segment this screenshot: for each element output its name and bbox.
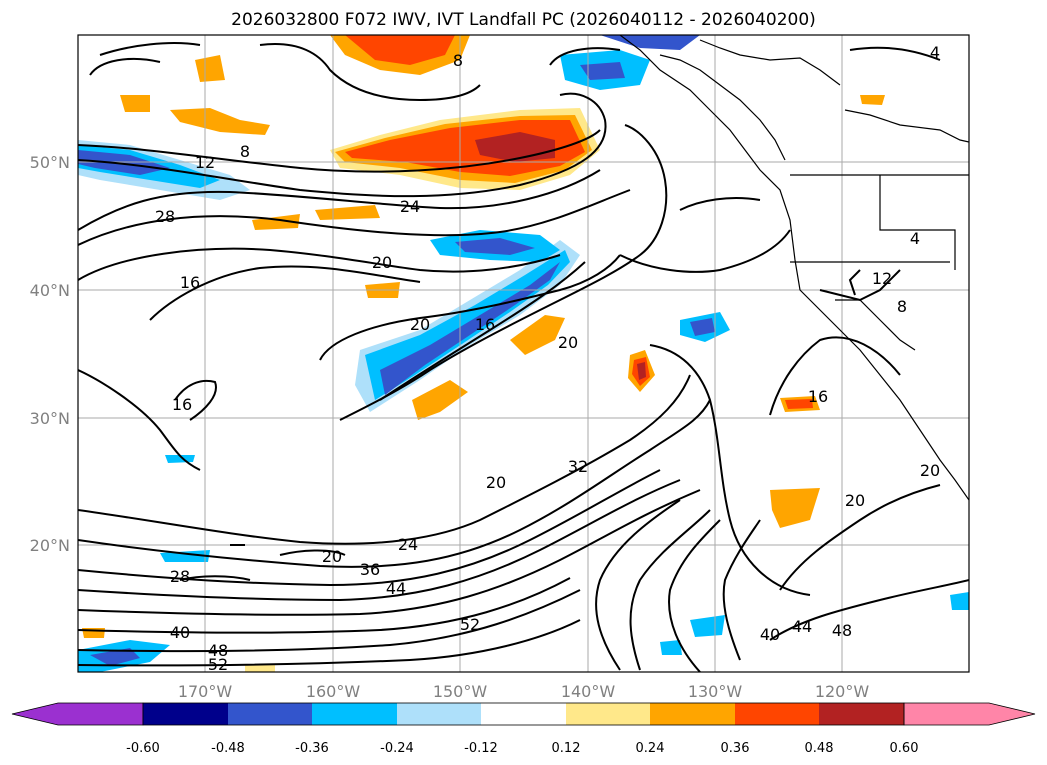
latitude-labels: 50°N 40°N 30°N 20°N [30,153,70,555]
colorbar-tick-label: -0.36 [295,741,329,756]
contour-label: 36 [360,560,380,579]
colorbar-tick-label: 0.12 [552,741,581,756]
contour-label: 4 [930,43,940,62]
lon-label: 140°W [561,682,616,701]
colorbar-segment [397,703,481,725]
contour-label: 48 [208,641,228,660]
contour-label: 20 [845,491,865,510]
lon-label: 170°W [178,682,233,701]
contour-label: 48 [832,621,852,640]
colorbar-tick-label: 0.36 [721,741,750,756]
contour-labels: 8 12 24 28 20 16 20 16 20 16 32 20 24 20… [155,43,940,674]
colorbar-tick-label: -0.48 [211,741,245,756]
colorbar-extend-low [11,702,144,726]
contour-label: 28 [155,207,175,226]
lat-label: 20°N [30,536,70,555]
contour-label: 16 [808,387,828,406]
contour-label: 52 [208,655,228,674]
lon-label: 160°W [306,682,361,701]
colorbar-tick-label: -0.24 [380,741,414,756]
contour-label: 8 [240,142,250,161]
graticule [78,35,969,672]
contour-label: 8 [453,51,463,70]
lat-label: 30°N [30,409,70,428]
contour-label: 44 [792,617,812,636]
contour-label: 44 [386,579,406,598]
contour-label: 16 [172,395,192,414]
contour-label: 4 [910,229,920,248]
lat-label: 50°N [30,153,70,172]
lon-label: 120°W [815,682,870,701]
contour-label: 12 [872,269,892,288]
colorbar-tick-label: -0.12 [464,741,498,756]
contour-label: 24 [398,535,418,554]
colorbar-segment [312,703,397,725]
contour-label: 20 [322,547,342,566]
colorbar: -0.60 -0.48 -0.36 -0.24 -0.12 0.12 0.24 … [11,702,1036,756]
anomaly-shading [78,35,969,672]
colorbar-tick-label: -0.60 [126,741,160,756]
contour-label: 40 [170,623,190,642]
contour-label: 16 [180,273,200,292]
colorbar-segment [819,703,904,725]
colorbar-segment [735,703,819,725]
contour-label: 8 [897,297,907,316]
plot-frame [77,34,970,673]
colorbar-tick-label: 0.24 [636,741,665,756]
lon-label: 150°W [433,682,488,701]
contour-label: 20 [920,461,940,480]
contour-label: 52 [460,615,480,634]
contour-label: 20 [486,473,506,492]
colorbar-segment [650,703,735,725]
contour-label: 12 [195,153,215,172]
contour-label: 32 [568,457,588,476]
contour-label: 16 [475,315,495,334]
colorbar-segment [228,703,312,725]
map-title: 2026032800 F072 IWV, IVT Landfall PC (20… [231,10,816,30]
lon-label: 130°W [688,682,743,701]
colorbar-segment [566,703,650,725]
contour-label: 24 [400,197,420,216]
contour-label: 20 [558,333,578,352]
contour-label: 20 [372,253,392,272]
colorbar-segment [143,703,228,725]
longitude-labels: 170°W 160°W 150°W 140°W 130°W 120°W [178,682,870,701]
contour-label: 28 [170,567,190,586]
colorbar-extend-high [903,702,1036,726]
contour-label: 20 [410,315,430,334]
lat-label: 40°N [30,281,70,300]
coastlines [619,35,969,501]
colorbar-tick-label: 0.48 [805,741,834,756]
contour-label: 40 [760,625,780,644]
ivt-contours [78,42,969,672]
colorbar-segment [481,703,566,725]
colorbar-tick-label: 0.60 [890,741,919,756]
